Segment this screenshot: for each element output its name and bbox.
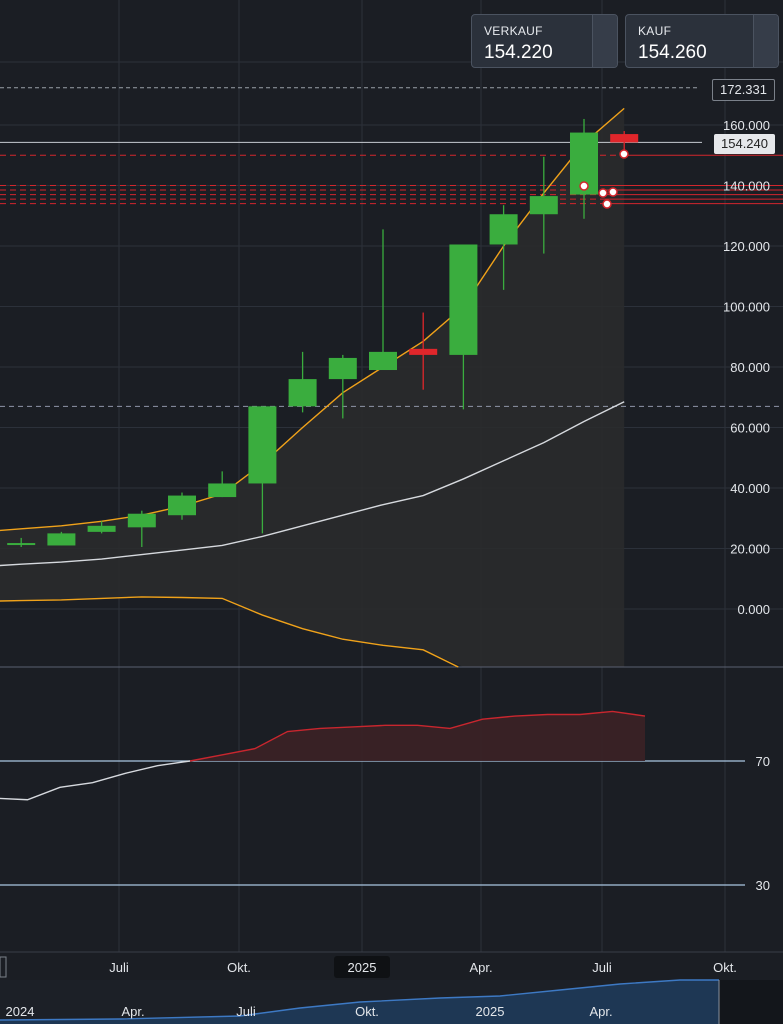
candle-body xyxy=(328,357,357,380)
time-tick-label: Okt. xyxy=(713,960,737,975)
navigator-tick-label: Juli xyxy=(236,1004,256,1019)
time-tick-label: Juli xyxy=(592,960,612,975)
price-tick-label: 0.000 xyxy=(737,602,770,617)
price-tick-label: 60.000 xyxy=(730,421,770,436)
navigator-line xyxy=(0,979,719,1021)
indicator-lines xyxy=(0,87,783,668)
rsi-level-label: 30 xyxy=(756,878,770,893)
candle-body xyxy=(248,406,277,484)
candle-body xyxy=(529,196,558,215)
rsi-level-label: 70 xyxy=(756,754,770,769)
time-tick-label: Juli xyxy=(109,960,129,975)
price-tick-label: 20.000 xyxy=(730,542,770,557)
rsi-line xyxy=(0,760,191,801)
high-price-tag: 172.331 xyxy=(712,79,775,101)
sell-value: 154.220 xyxy=(484,42,553,63)
candle-body xyxy=(489,214,518,245)
navigator-tick-label: Okt. xyxy=(355,1004,379,1019)
navigator-right-mask xyxy=(719,980,783,1024)
time-tick-label: Okt. xyxy=(227,960,251,975)
candle-body xyxy=(7,543,36,546)
order-marker xyxy=(579,181,589,191)
price-tick-label: 40.000 xyxy=(730,481,770,496)
order-marker xyxy=(619,149,629,159)
price-tick-label: 140.000 xyxy=(723,179,770,194)
rsi-panel: 70 30 xyxy=(0,710,770,893)
slow-moving-average-line xyxy=(0,401,625,567)
buy-price-box[interactable]: KAUF 154.260 xyxy=(625,14,779,68)
candle-body xyxy=(610,134,639,143)
candle-body xyxy=(409,348,438,355)
price-axis-labels: 0.000 20.000 40.000 60.000 80.000 100.000 120.… xyxy=(723,118,770,617)
order-marker xyxy=(598,188,608,198)
time-tick-year-bg xyxy=(334,956,390,978)
navigator-tick-label: Apr. xyxy=(121,1004,144,1019)
bollinger-band-area xyxy=(0,108,625,667)
navigator-tick-label: 2024 xyxy=(6,1004,35,1019)
candle-body xyxy=(87,525,116,532)
candle-body xyxy=(127,513,156,528)
navigator-tick-label: 2025 xyxy=(476,1004,505,1019)
order-markers xyxy=(579,149,629,209)
sell-button[interactable] xyxy=(592,15,617,67)
price-tick-label: 160.000 xyxy=(723,118,770,133)
price-tick-label: 80.000 xyxy=(730,360,770,375)
sell-label: VERKAUF xyxy=(484,24,543,38)
time-axis-cut-label xyxy=(0,956,7,978)
candle-body xyxy=(47,533,76,546)
rsi-overbought-area xyxy=(190,711,645,761)
buy-label: KAUF xyxy=(638,24,672,38)
sell-price-box[interactable]: VERKAUF 154.220 xyxy=(471,14,618,68)
rsi-line-overbought xyxy=(189,710,646,762)
buy-value: 154.260 xyxy=(638,42,707,63)
candle-body xyxy=(168,495,196,516)
candle-body xyxy=(449,244,478,355)
navigator-area xyxy=(0,980,719,1024)
order-marker xyxy=(602,199,612,209)
buy-button[interactable] xyxy=(753,15,778,67)
order-marker xyxy=(608,187,618,197)
time-axis: Juli Okt. 2025 Apr. Juli Okt. xyxy=(0,951,783,978)
navigator-tick-label: Apr. xyxy=(589,1004,612,1019)
lower-band-line xyxy=(0,596,459,668)
navigator[interactable]: 2024 Apr. Juli Okt. 2025 Apr. xyxy=(0,979,783,1024)
candle-body xyxy=(369,351,397,371)
time-tick-label: Apr. xyxy=(469,960,492,975)
candle-body xyxy=(208,483,237,498)
price-tick-label: 100.000 xyxy=(723,300,770,315)
price-tick-label: 120.000 xyxy=(723,239,770,254)
last-price-tag: 154.240 xyxy=(714,134,775,154)
candlesticks xyxy=(7,118,639,547)
time-tick-label: 2025 xyxy=(348,960,377,975)
candle-body xyxy=(288,379,317,407)
